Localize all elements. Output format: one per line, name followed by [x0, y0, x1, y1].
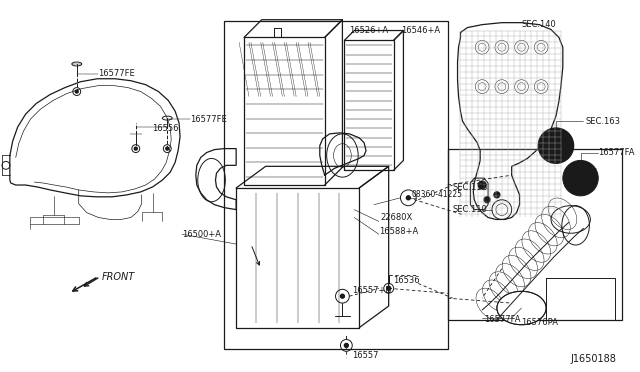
Circle shape [387, 286, 390, 290]
Bar [448, 148, 622, 320]
Ellipse shape [163, 116, 172, 120]
Text: J1650188: J1650188 [571, 354, 616, 364]
Circle shape [166, 147, 169, 150]
Circle shape [406, 196, 410, 200]
Text: 16557: 16557 [352, 351, 379, 360]
Circle shape [484, 197, 490, 203]
Circle shape [344, 343, 348, 347]
Text: 16577FE: 16577FE [99, 69, 135, 78]
Text: 08360-41225: 08360-41225 [412, 190, 462, 199]
Text: 16556: 16556 [152, 124, 179, 134]
Text: 16526+A: 16526+A [349, 26, 388, 35]
Text: 16576PA: 16576PA [521, 318, 557, 327]
Text: 16588+A: 16588+A [379, 227, 418, 236]
Text: SEC.163: SEC.163 [586, 116, 620, 126]
Text: SEC.11B: SEC.11B [452, 183, 488, 192]
Circle shape [76, 90, 78, 93]
Ellipse shape [497, 291, 546, 325]
Text: 16546+A: 16546+A [401, 26, 440, 35]
Text: 16577FE: 16577FE [190, 115, 227, 124]
Text: 16577FA: 16577FA [598, 148, 635, 157]
Text: 22680X: 22680X [381, 213, 413, 222]
Circle shape [563, 160, 598, 196]
Circle shape [340, 294, 344, 298]
Text: 16536: 16536 [394, 276, 420, 285]
Circle shape [538, 128, 573, 163]
Circle shape [134, 147, 137, 150]
Text: SEC.140: SEC.140 [522, 20, 556, 29]
Text: 16557+B: 16557+B [352, 286, 392, 295]
Text: 16577FA: 16577FA [484, 315, 520, 324]
Text: 16500+A: 16500+A [182, 230, 221, 239]
Text: FRONT: FRONT [101, 272, 134, 282]
Ellipse shape [72, 62, 82, 66]
Text: SEC.110: SEC.110 [452, 205, 488, 214]
Circle shape [494, 192, 500, 198]
Bar [225, 21, 448, 349]
Circle shape [478, 181, 486, 189]
